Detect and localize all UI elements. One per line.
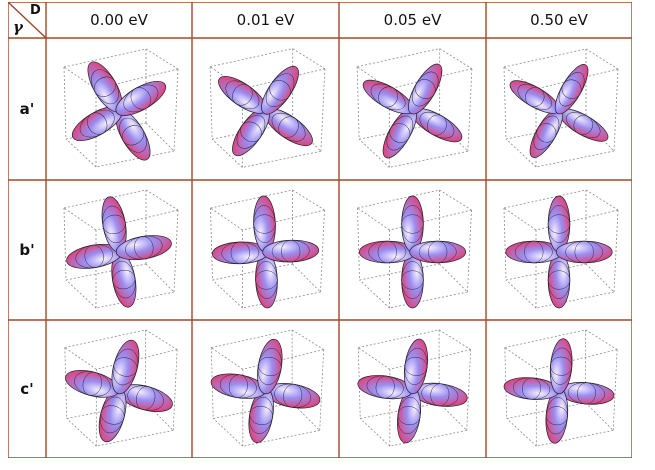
mesh-line [123,84,159,113]
bounding-box [503,189,619,309]
mesh-line [127,385,164,411]
orbital-plot [46,320,192,458]
mesh-line [419,111,455,139]
orbital-plot [192,180,339,320]
mesh-line [274,383,312,408]
mesh-line [236,114,266,149]
mesh-line [219,374,257,399]
orbital-plot [339,180,486,320]
orbital-lobes [210,338,321,444]
mesh-line [404,347,428,385]
orbital-lobes [218,65,313,157]
mesh-line [271,240,310,263]
mesh-line [566,112,601,138]
orbital-lobe [509,80,560,114]
orbital-lobes [71,61,167,161]
orbital-lobes [362,63,463,159]
mesh-line [112,260,136,299]
orbital-lobes [66,196,172,308]
orbital-plot [192,320,339,458]
mesh-line [421,383,459,407]
corner-row-symbol: γ [13,18,23,36]
orbital-plot [339,320,486,458]
orbital-lobe [555,240,613,264]
mesh-line [567,382,606,405]
mesh-line [533,115,560,150]
mesh-line [253,205,276,243]
mesh-line [550,347,573,385]
column-header-3: 0.50 eV [530,11,588,29]
orbital-lobe [362,79,414,114]
row-label-a: a' [19,100,35,118]
mesh-line [265,73,295,108]
mesh-line [547,205,571,243]
mesh-line [366,375,404,399]
orbital-plot [46,38,192,180]
mesh-line [74,371,111,397]
mesh-line [514,240,553,264]
orbital-plot [486,180,632,320]
mesh-line [545,397,568,435]
mesh-line [125,235,163,260]
column-header-1: 0.01 eV [236,11,295,29]
mesh-line [119,117,147,153]
mesh-line [257,348,282,385]
mesh-line [271,112,306,142]
orbital-lobes [505,195,613,309]
mesh-line [99,396,126,434]
mesh-line [558,72,585,107]
mesh-line [102,205,126,244]
orbital-plot [486,38,632,180]
column-header-0: 0.00 eV [90,11,148,29]
mesh-line [401,261,424,299]
bounding-box [210,189,325,309]
corner-column-symbol: D [30,3,41,18]
mesh-line [225,80,260,110]
mesh-line [517,84,552,110]
mesh-line [112,348,139,386]
row-label-b: b' [19,241,35,259]
orbital-plot [486,320,632,458]
orbital-plot [192,38,339,180]
orbital-lobes [65,339,173,443]
mesh-line [418,240,457,264]
mesh-line [368,240,407,264]
mesh-line [75,244,113,269]
orbital-plot [46,180,192,320]
mesh-line [397,397,421,435]
mesh-line [411,71,439,107]
orbital-lobes [357,338,468,444]
mesh-line [386,115,414,151]
orbital-lobes [358,195,467,309]
row-label-c: c' [20,380,34,398]
mesh-line [565,240,604,264]
orbital-lobes [503,338,615,444]
mesh-line [401,205,424,243]
mesh-line [79,109,115,138]
mesh-line [370,83,406,111]
column-header-2: 0.05 eV [383,11,442,29]
mesh-line [249,396,274,434]
mesh-line [255,261,278,299]
mesh-line [512,377,551,400]
mesh-line [91,69,119,105]
mesh-line [221,241,260,264]
orbital-lobe [409,240,467,264]
orbital-lobes [509,64,609,158]
orbital-plot [339,38,486,180]
orbital-lobes [211,195,320,309]
mesh-line [547,261,571,299]
